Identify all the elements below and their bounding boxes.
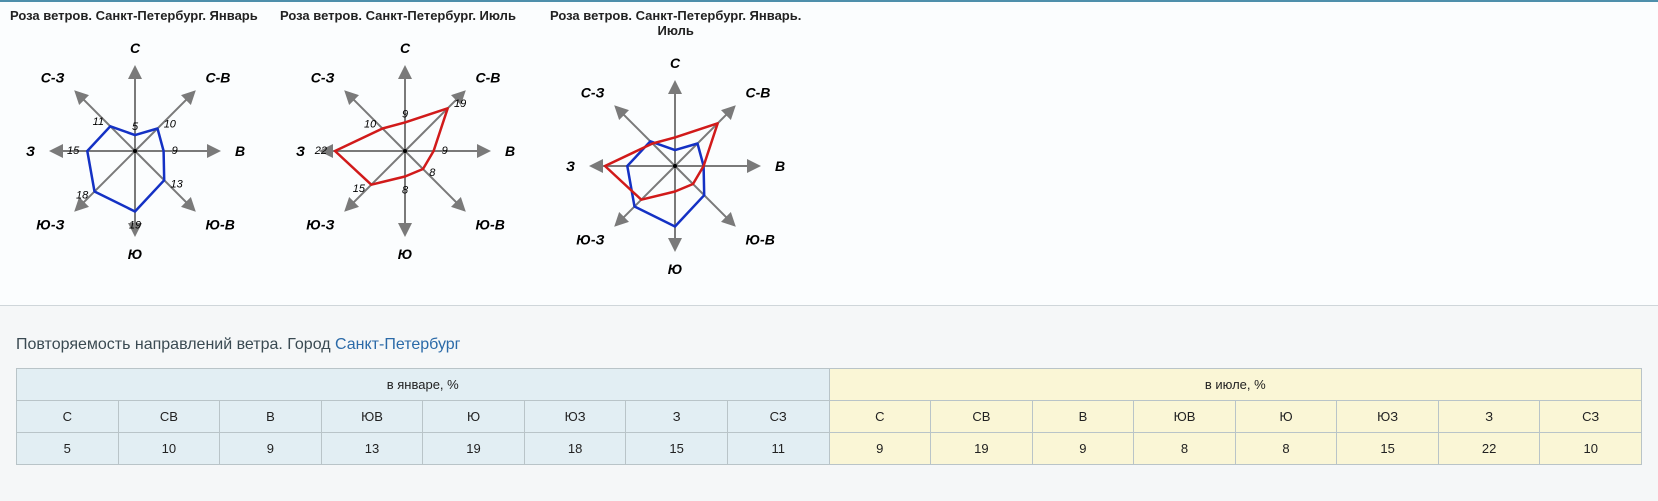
- value-label: 22: [314, 145, 327, 157]
- dir-label-S: Ю: [668, 261, 683, 277]
- value-label: 10: [364, 118, 377, 130]
- value-label: 9: [442, 145, 448, 157]
- rose-jul: Роза ветров. Санкт-Петербург. Июль С С-В В Ю…: [280, 8, 530, 270]
- dir-label-SE: Ю-В: [745, 231, 774, 247]
- dir-label-E: В: [775, 158, 785, 174]
- dir-label-NE: С-В: [205, 70, 230, 86]
- dir-label-SE: Ю-В: [205, 216, 234, 232]
- dir-label-N: С: [670, 55, 681, 71]
- value-label: 8: [402, 185, 409, 197]
- dir-label-NW: С-З: [581, 85, 605, 101]
- dir-header: ЮВ: [1134, 401, 1236, 433]
- dir-label-W: З: [566, 158, 575, 174]
- dir-label-SW: Ю-З: [36, 216, 64, 232]
- jan-cell: 19: [423, 433, 525, 465]
- dir-label-E: В: [505, 143, 515, 159]
- dir-header: ЮЗ: [524, 401, 626, 433]
- dir-header: В: [220, 401, 322, 433]
- jan-cell: 18: [524, 433, 626, 465]
- dir-header: Ю: [423, 401, 525, 433]
- rose-svg-wrap: С С-В В Ю-В Ю Ю-З З С-З 5 10 9 13 19 18 15 11: [10, 25, 260, 270]
- jan-cell: 5: [17, 433, 119, 465]
- dir-label-NE: С-В: [475, 70, 500, 86]
- rose-title: Роза ветров. Санкт-Петербург. Январь: [10, 8, 258, 23]
- jan-cell: 9: [220, 433, 322, 465]
- roses-container: Роза ветров. Санкт-Петербург. Январь С С-В…: [10, 8, 1648, 285]
- value-label: 9: [402, 108, 408, 120]
- dir-label-SW: Ю-З: [576, 231, 604, 247]
- group-jan: в январе, %: [17, 369, 830, 401]
- dir-label-N: С: [400, 40, 411, 56]
- dir-header: З: [626, 401, 728, 433]
- dir-label-E: В: [235, 143, 245, 159]
- value-label: 11: [93, 116, 104, 128]
- jan-cell: 15: [626, 433, 728, 465]
- dir-header: В: [1032, 401, 1134, 433]
- jan-cell: 10: [118, 433, 220, 465]
- table-heading: Повторяемость направлений ветра. Город С…: [16, 336, 1658, 354]
- value-label: 19: [129, 220, 141, 232]
- value-label: 8: [429, 167, 436, 179]
- value-label: 15: [67, 145, 80, 157]
- jul-cell: 8: [1134, 433, 1236, 465]
- group-jul: в июле, %: [829, 369, 1642, 401]
- heading-prefix: Повторяемость направлений ветра. Город: [16, 336, 335, 353]
- wind-table: в январе, %в июле, %ССВВЮВЮЮЗЗСЗССВВЮВЮЮ…: [16, 368, 1642, 465]
- value-label: 18: [76, 190, 89, 202]
- rose-title: Роза ветров. Санкт-Петербург. Январь. Ию…: [550, 8, 801, 38]
- dir-header: З: [1438, 401, 1540, 433]
- dir-label-NW: С-З: [41, 70, 65, 86]
- jul-cell: 10: [1540, 433, 1642, 465]
- dir-label-W: З: [296, 143, 305, 159]
- jan-cell: 13: [321, 433, 423, 465]
- dir-header: ЮЗ: [1337, 401, 1439, 433]
- dir-header: СВ: [931, 401, 1033, 433]
- dir-header: ЮВ: [321, 401, 423, 433]
- rose-jan: Роза ветров. Санкт-Петербург. Январь С С-В…: [10, 8, 260, 270]
- series-july: [605, 123, 718, 199]
- value-label: 10: [164, 118, 177, 130]
- dir-header: С: [829, 401, 931, 433]
- value-label: 5: [132, 121, 139, 133]
- rose-title: Роза ветров. Санкт-Петербург. Июль: [280, 8, 516, 23]
- rose-svg-wrap: С С-В В Ю-В Ю Ю-З З С-З: [550, 40, 800, 285]
- jul-cell: 8: [1235, 433, 1337, 465]
- table-section: Повторяемость направлений ветра. Город С…: [0, 336, 1658, 465]
- dir-label-SE: Ю-В: [475, 216, 504, 232]
- jan-cell: 11: [727, 433, 829, 465]
- value-label: 15: [353, 183, 366, 195]
- dir-label-NW: С-З: [311, 70, 335, 86]
- dir-label-S: Ю: [128, 246, 143, 262]
- jul-cell: 9: [1032, 433, 1134, 465]
- rose-svg-wrap: СС-ВВЮ-ВЮЮ-ЗЗС-З919988152210: [280, 25, 530, 270]
- value-label: 19: [454, 98, 466, 110]
- dir-label-N: С: [130, 40, 141, 56]
- dir-label-SW: Ю-З: [306, 216, 334, 232]
- jul-cell: 9: [829, 433, 931, 465]
- value-label: 9: [172, 145, 178, 157]
- dir-header: СВ: [118, 401, 220, 433]
- dir-header: СЗ: [1540, 401, 1642, 433]
- dir-header: СЗ: [727, 401, 829, 433]
- dir-header: С: [17, 401, 119, 433]
- jul-cell: 22: [1438, 433, 1540, 465]
- dir-label-NE: С-В: [745, 85, 770, 101]
- rose-both: Роза ветров. Санкт-Петербург. Январь. Ию…: [550, 8, 801, 285]
- value-label: 13: [171, 179, 184, 191]
- jul-cell: 19: [931, 433, 1033, 465]
- dir-label-S: Ю: [398, 246, 413, 262]
- jul-cell: 15: [1337, 433, 1439, 465]
- dir-label-W: З: [26, 143, 35, 159]
- dir-header: Ю: [1235, 401, 1337, 433]
- city-link[interactable]: Санкт-Петербург: [335, 336, 460, 353]
- wind-roses-panel: Роза ветров. Санкт-Петербург. Январь С С-В…: [0, 0, 1658, 306]
